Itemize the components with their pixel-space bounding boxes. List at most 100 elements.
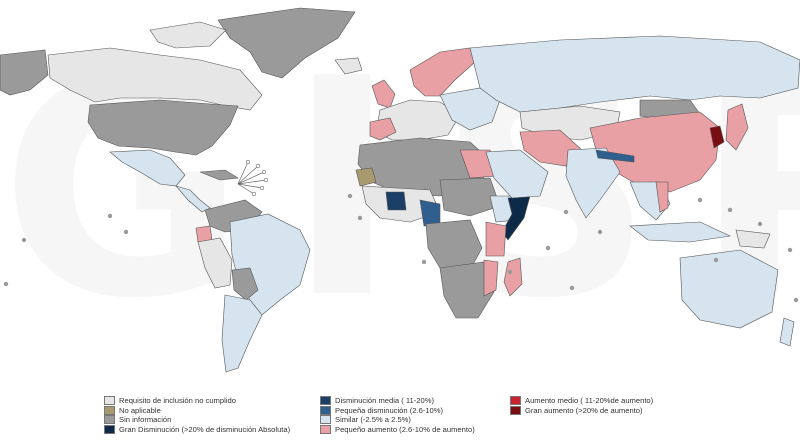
caribbean-callout-marker: [255, 163, 261, 169]
island-marker: [507, 269, 513, 275]
caribbean-callout-line: [237, 179, 267, 185]
region-scandinavia: [409, 47, 476, 97]
region-japan: [725, 103, 749, 151]
region-mozambique: [483, 259, 499, 297]
caribbean-callout-line: [237, 183, 255, 195]
legend-swatch: [510, 405, 521, 415]
island-marker: [727, 207, 733, 213]
region-western-sahara: [355, 167, 377, 187]
region-canada-arctic-islands: [149, 21, 227, 49]
legend-item-medium-increase: Aumento medio ( 11-20%de aumento): [510, 396, 653, 406]
legend-swatch: [320, 415, 331, 425]
region-madagascar: [503, 257, 523, 297]
legend-label: Gran Disminución (>20% de disminución Ab…: [119, 424, 291, 434]
legend-label: Aumento medio ( 11-20%de aumento): [525, 396, 654, 406]
region-usa: [87, 99, 239, 156]
caribbean-callout-marker: [263, 177, 269, 183]
region-arabia: [485, 149, 549, 199]
legend-swatch: [320, 405, 331, 415]
legend-label: No aplicable: [119, 405, 161, 415]
legend-label: Disminución media ( 11-20%): [335, 396, 435, 406]
world-map: [0, 7, 800, 373]
island-marker: [597, 229, 603, 235]
island-marker: [347, 193, 353, 199]
legend-column-2: Disminución media ( 11-20%) Pequeña dismi…: [320, 396, 475, 434]
island-marker: [123, 229, 129, 235]
island-marker: [787, 247, 793, 253]
legend-item-large-decrease: Gran Disminución (>20% de disminución Ab…: [104, 424, 291, 435]
legend-label: Pequeña disminución (2.6-10%): [335, 405, 444, 415]
legend-label: Sin información: [119, 415, 172, 425]
region-peru: [197, 237, 233, 289]
island-marker: [793, 297, 799, 303]
region-alaska: [0, 49, 49, 96]
region-bolivia-paraguay: [231, 267, 259, 301]
region-greenland: [217, 7, 356, 79]
region-sudan-chad: [439, 177, 501, 217]
caribbean-callout-line: [237, 183, 263, 189]
region-iran-afghanistan: [519, 129, 583, 167]
legend-item-small-decrease: Pequeña disminución (2.6-10%): [320, 405, 475, 416]
island-marker: [563, 209, 569, 215]
legend-swatch: [104, 396, 115, 406]
region-mexico: [109, 149, 186, 187]
legend-column-3: Aumento medio ( 11-20%de aumento) Gran au…: [510, 396, 653, 415]
island-marker: [21, 237, 27, 243]
island-marker: [3, 281, 9, 287]
caribbean-callout-marker: [261, 169, 267, 175]
legend-label: Requisito de inclusión no cumplido: [119, 396, 236, 406]
legend-item-medium-decrease: Disminución media ( 11-20%): [320, 396, 475, 406]
region-central-africa: [425, 219, 483, 271]
region-korea: [709, 125, 725, 149]
caribbean-callout-line: [237, 171, 265, 185]
legend-item-similar: Similar (-2.5% a 2.5%): [320, 415, 475, 425]
region-australia: [679, 249, 779, 329]
caribbean-callout-line: [237, 165, 259, 185]
region-central-america: [175, 185, 211, 213]
island-marker: [569, 285, 575, 291]
island-marker: [757, 221, 763, 227]
region-iberia: [369, 117, 397, 141]
region-uk-ireland: [371, 79, 396, 109]
legend-swatch: [510, 396, 521, 406]
region-nigeria-cameroon: [419, 199, 441, 227]
island-marker: [545, 245, 551, 251]
legend-item-large-increase: Gran aumento (>20% de aumento): [510, 405, 653, 416]
legend-swatch: [104, 415, 115, 425]
region-caribbean: [199, 169, 239, 181]
legend-label: Pequeño aumento (2.6-10% de aumento): [335, 424, 475, 434]
caribbean-callout-marker: [245, 159, 251, 165]
legend-label: Similar (-2.5% a 2.5%): [335, 415, 411, 425]
legend: Requisito de inclusión no cumplido No apl…: [0, 392, 800, 445]
region-argentina-chile: [221, 294, 263, 373]
island-marker: [697, 197, 703, 203]
island-marker: [421, 259, 427, 265]
caribbean-callout-marker: [259, 185, 265, 191]
legend-swatch: [104, 405, 115, 415]
caribbean-callout-line: [237, 161, 249, 185]
legend-swatch: [320, 424, 331, 434]
region-mali-burkina: [385, 191, 407, 211]
region-pakistan-nepal-strip: [595, 149, 635, 163]
island-marker: [713, 257, 719, 263]
region-russia: [469, 35, 800, 113]
region-iceland: [334, 57, 363, 75]
legend-swatch: [320, 396, 331, 406]
legend-swatch: [104, 424, 115, 434]
caribbean-callout-marker: [251, 191, 257, 197]
legend-label: Gran aumento (>20% de aumento): [525, 405, 643, 415]
legend-column-1: Requisito de inclusión no cumplido No apl…: [104, 396, 290, 434]
region-new-zealand: [779, 317, 795, 347]
legend-item-no-inclusion: Requisito de inclusión no cumplido: [104, 396, 290, 406]
legend-item-no-info: Sin información: [104, 415, 290, 425]
island-marker: [357, 215, 363, 221]
map-islands: [3, 159, 799, 303]
region-vietnam: [655, 181, 669, 213]
region-kenya-tanzania: [485, 221, 507, 257]
legend-item-small-increase: Pequeño aumento (2.6-10% de aumento): [320, 424, 475, 435]
region-papua: [735, 229, 771, 249]
map-regions: [0, 7, 800, 373]
island-marker: [107, 213, 113, 219]
region-indonesia: [629, 221, 732, 243]
legend-item-not-applicable: No aplicable: [104, 405, 290, 416]
